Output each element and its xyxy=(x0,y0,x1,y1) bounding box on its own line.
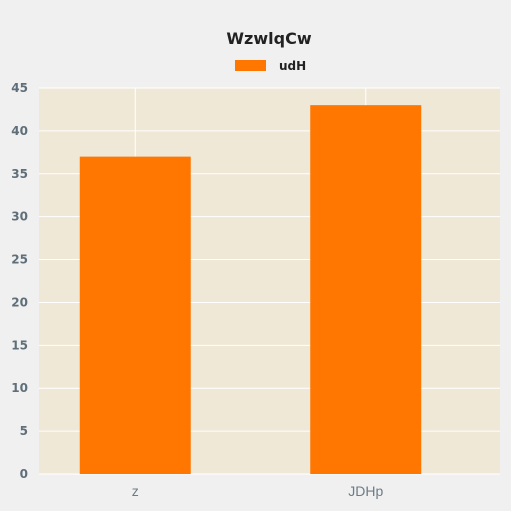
legend: udH xyxy=(235,59,306,73)
legend-label-udh: udH xyxy=(279,59,306,73)
legend-swatch-udh xyxy=(235,60,266,71)
y-axis-ticks: 0 5 10 15 20 25 30 35 40 45 xyxy=(11,81,28,481)
y-tick-label: 20 xyxy=(11,295,28,309)
y-tick-label: 35 xyxy=(11,167,28,181)
chart-title: WzwlqCw xyxy=(226,29,311,48)
y-tick-label: 30 xyxy=(11,210,28,224)
y-tick-label: 10 xyxy=(11,381,28,395)
y-tick-label: 5 xyxy=(20,424,28,438)
y-tick-label: 25 xyxy=(11,253,28,267)
y-tick-label: 0 xyxy=(20,467,28,481)
bar-z xyxy=(79,156,191,474)
x-axis-ticks: z JDHp xyxy=(132,483,384,499)
bar-jdhp xyxy=(310,105,422,475)
x-tick-label: z xyxy=(132,483,139,499)
x-tick-label: JDHp xyxy=(348,483,383,499)
y-tick-label: 45 xyxy=(11,81,28,95)
y-tick-label: 40 xyxy=(11,124,28,138)
bars xyxy=(79,105,422,475)
y-tick-label: 15 xyxy=(11,338,28,352)
